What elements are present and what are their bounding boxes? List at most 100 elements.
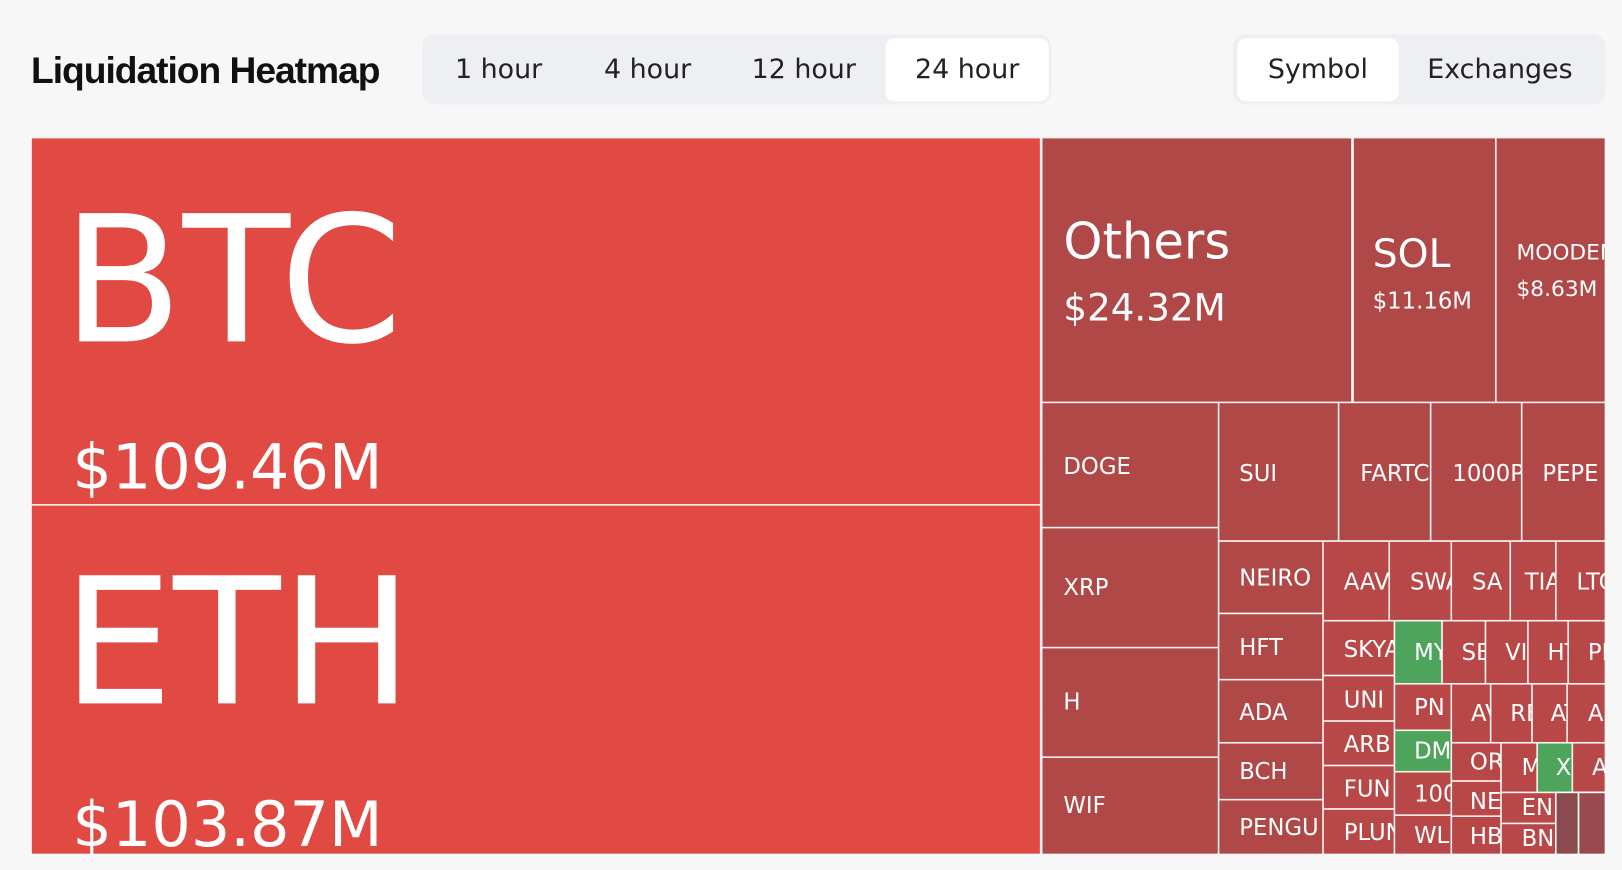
tile-label: A — [1592, 755, 1608, 781]
tile[interactable]: PE — [1568, 620, 1616, 684]
tile[interactable]: BTC $109.46M — [31, 137, 1041, 505]
tile[interactable]: AAV — [1323, 541, 1390, 621]
tile[interactable]: DM — [1394, 730, 1452, 772]
tile[interactable]: WIF — [1041, 757, 1219, 855]
tile[interactable]: 1000P — [1430, 402, 1524, 542]
tile-bg — [1323, 721, 1395, 766]
tile[interactable]: SKYA — [1323, 620, 1400, 676]
tile[interactable]: TIA — [1510, 541, 1561, 621]
tile-label: WL — [1414, 823, 1449, 849]
tile[interactable]: BN — [1500, 823, 1556, 855]
tile[interactable]: ADA — [1218, 679, 1324, 743]
tile-label: X — [1556, 755, 1572, 781]
tile[interactable]: AV — [1451, 683, 1501, 743]
tile-label: BTC — [62, 179, 403, 383]
tile[interactable]: PEPE — [1521, 402, 1606, 542]
tile[interactable]: PLUN — [1323, 808, 1403, 855]
tile-label: VI — [1505, 640, 1527, 666]
tile-label: PN — [1414, 695, 1445, 721]
tile-label: HFT — [1239, 635, 1283, 661]
tile[interactable]: Others $24.32M — [1041, 137, 1353, 403]
time-tab[interactable]: 24 hour — [915, 54, 1020, 85]
tile-label: SUI — [1239, 461, 1277, 487]
tile-bg — [1218, 613, 1324, 680]
tile-label: TIA — [1524, 570, 1562, 596]
tile-bg — [1323, 765, 1395, 809]
tile[interactable]: SA — [1451, 541, 1511, 621]
tile-label: UNI — [1344, 688, 1384, 714]
tile-value: $24.32M — [1063, 286, 1225, 330]
tile-label: M — [1522, 755, 1542, 781]
tile[interactable]: HFT — [1218, 613, 1324, 680]
tile[interactable]: NEIRO — [1218, 541, 1324, 614]
tile-bg — [1500, 823, 1556, 855]
tile[interactable]: UNI — [1323, 675, 1395, 722]
tile[interactable]: BCH — [1218, 742, 1324, 800]
tile[interactable]: SE — [1442, 620, 1490, 684]
tile-label: XRP — [1063, 575, 1108, 601]
tile-bg — [1394, 730, 1452, 772]
tile-bg — [1510, 541, 1556, 621]
tile-bg — [1218, 799, 1324, 855]
tile[interactable]: FARTC — [1338, 402, 1431, 542]
tile[interactable]: NE — [1451, 781, 1501, 817]
tile[interactable]: AT — [1532, 683, 1578, 743]
tile-label: PE — [1588, 640, 1616, 666]
tile[interactable]: EN — [1500, 792, 1556, 824]
tile[interactable]: ETH $103.87M — [31, 504, 1041, 861]
tile-bg — [1323, 808, 1395, 855]
tile-label: AR — [1588, 701, 1620, 727]
tile[interactable]: DOGE — [1041, 402, 1219, 528]
tile[interactable]: 100 — [1394, 771, 1457, 816]
view-tab[interactable]: Symbol — [1268, 54, 1368, 85]
tile[interactable]: PN — [1394, 683, 1452, 731]
view-tab[interactable]: Exchanges — [1427, 54, 1572, 85]
tile[interactable]: HT — [1527, 620, 1579, 684]
tile-bg — [1527, 620, 1569, 684]
tile[interactable]: A — [1572, 742, 1608, 793]
tile[interactable]: MY — [1394, 620, 1448, 684]
tile[interactable]: XRP — [1041, 527, 1219, 648]
tile[interactable]: SUI — [1218, 402, 1339, 542]
tile-label: BN — [1522, 826, 1555, 852]
tile[interactable]: H — [1041, 647, 1219, 758]
tile[interactable]: LTC — [1555, 541, 1615, 621]
time-tab[interactable]: 12 hour — [752, 54, 857, 85]
tile[interactable]: HB — [1451, 816, 1502, 855]
time-tab[interactable]: 1 hour — [455, 54, 543, 85]
tile-label: AAV — [1344, 570, 1390, 596]
tile[interactable]: M — [1500, 742, 1542, 793]
tile[interactable]: ARB — [1323, 721, 1395, 766]
tile[interactable]: SWA — [1389, 541, 1461, 621]
tile[interactable]: RE — [1490, 683, 1541, 743]
tile-bg — [1041, 757, 1219, 855]
tile[interactable]: VI — [1485, 620, 1528, 684]
tile-label: BCH — [1239, 759, 1287, 785]
tile-bg — [31, 504, 1041, 855]
tile[interactable]: X — [1537, 742, 1573, 793]
tile[interactable]: PENGU — [1218, 799, 1324, 855]
tile[interactable]: WL — [1394, 815, 1452, 855]
tile[interactable]: MOODEN $8.63M — [1495, 137, 1616, 403]
active-tab-bg — [885, 38, 1049, 102]
tile[interactable]: SOL $11.16M — [1353, 137, 1496, 403]
tile-bg — [1394, 683, 1452, 731]
tile-bg — [1555, 541, 1606, 621]
time-tab[interactable]: 4 hour — [604, 54, 692, 85]
tile-bg — [1218, 742, 1324, 800]
tile-label: FUN — [1344, 777, 1391, 803]
tile-label: ARB — [1344, 732, 1391, 758]
tile-label: ETH — [62, 541, 413, 745]
tile[interactable]: OR — [1451, 742, 1504, 782]
tile-bg — [1532, 683, 1568, 743]
tile-label: LTC — [1576, 570, 1614, 596]
tile-value: $109.46M — [72, 430, 382, 503]
tile-label: DOGE — [1063, 454, 1130, 480]
tile[interactable]: AR — [1567, 683, 1620, 743]
tile-label: MY — [1414, 640, 1448, 666]
page-title: Liquidation Heatmap — [31, 49, 380, 91]
tile[interactable]: FUN — [1323, 765, 1395, 809]
tile-bg — [1568, 620, 1606, 684]
